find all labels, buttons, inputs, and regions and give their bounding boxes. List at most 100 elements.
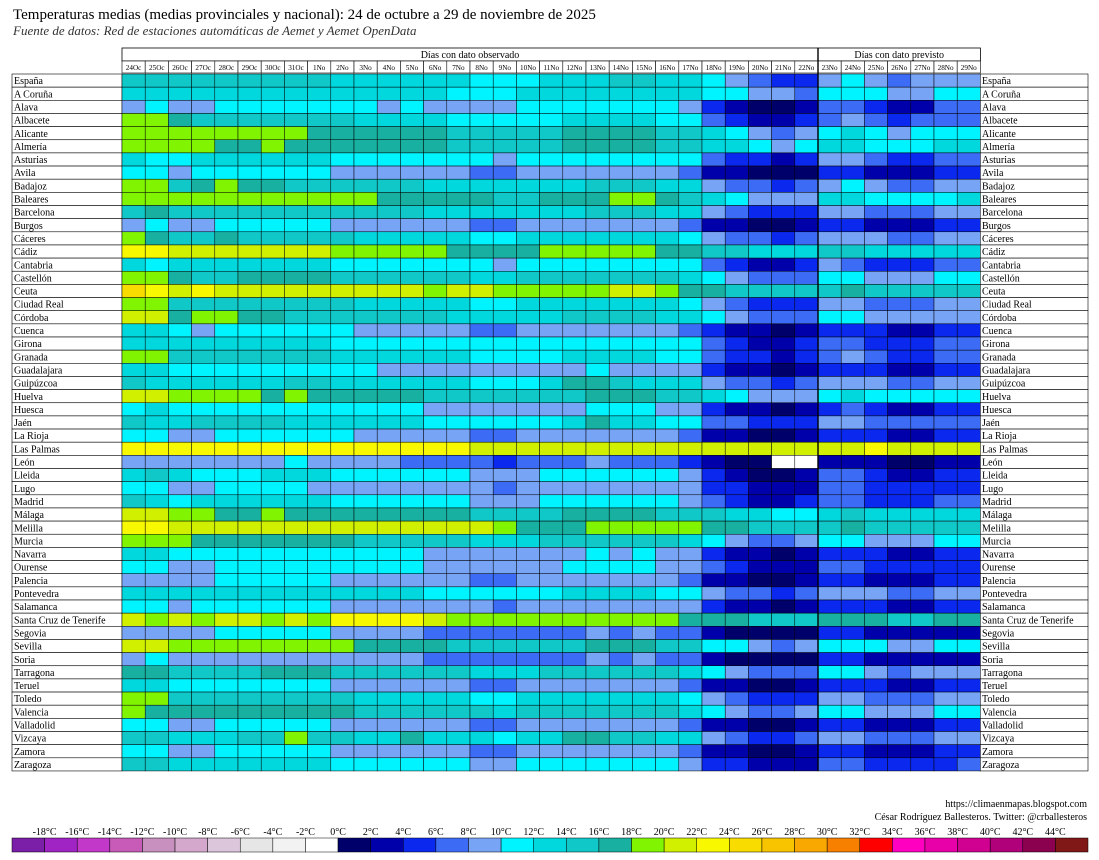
- heatmap-cell: [168, 192, 192, 206]
- heatmap-cell: [469, 231, 494, 246]
- heatmap-cell: [516, 757, 540, 772]
- heatmap-cell: [307, 586, 332, 601]
- heatmap-cell: [214, 560, 239, 574]
- heatmap-cell: [887, 402, 912, 417]
- heatmap-cell: [307, 336, 332, 351]
- heatmap-cell: [864, 757, 888, 772]
- heatmap-cell: [910, 376, 935, 390]
- heatmap-cell: [121, 284, 146, 298]
- heatmap-cell: [933, 612, 958, 627]
- heatmap-cell: [701, 402, 726, 417]
- legend-swatch: [435, 837, 469, 853]
- heatmap-cell: [330, 363, 355, 377]
- heatmap-cell: [168, 152, 192, 167]
- heatmap-cell: [284, 507, 308, 522]
- heatmap-cell: [678, 86, 703, 101]
- heatmap-cell: [516, 363, 540, 377]
- heatmap-cell: [724, 86, 749, 101]
- heatmap-cell: [307, 494, 332, 509]
- heatmap-cell: [933, 731, 958, 745]
- heatmap-cell: [260, 494, 285, 509]
- heatmap-cell: [446, 402, 471, 417]
- day-label: 18No: [706, 64, 722, 72]
- heatmap-cell: [956, 126, 981, 140]
- heatmap-cell: [910, 441, 935, 456]
- heatmap-cell: [400, 744, 424, 759]
- row-label-left: Las Palmas: [14, 444, 60, 455]
- heatmap-cell: [771, 257, 796, 272]
- heatmap-cell: [724, 415, 749, 430]
- row-label-left: Lugo: [14, 484, 35, 495]
- heatmap-cell: [144, 192, 169, 206]
- heatmap-cell: [701, 100, 726, 114]
- heatmap-cell: [492, 257, 517, 272]
- heatmap-cell: [423, 113, 448, 127]
- heatmap-cell: [284, 271, 308, 285]
- heatmap-cell: [771, 691, 796, 706]
- heatmap-cell: [562, 165, 587, 180]
- heatmap-cell: [724, 586, 749, 601]
- heatmap-cell: [562, 520, 587, 535]
- row-label-left: Baleares: [14, 195, 49, 206]
- heatmap-cell: [794, 547, 819, 561]
- heatmap-cell: [910, 599, 935, 614]
- heatmap-cell: [956, 704, 981, 719]
- heatmap-cell: [887, 218, 912, 233]
- heatmap-cell: [585, 310, 610, 325]
- heatmap-cell: [701, 428, 726, 443]
- heatmap-cell: [376, 192, 401, 206]
- legend-swatch: [989, 837, 1024, 853]
- heatmap-cell: [539, 520, 564, 535]
- heatmap-cell: [214, 415, 239, 430]
- heatmap-cell: [168, 652, 192, 666]
- row-label-left: Guadalajara: [14, 365, 63, 376]
- heatmap-cell: [655, 704, 680, 719]
- heatmap-cell: [492, 428, 517, 443]
- heatmap-cell: [237, 560, 262, 574]
- heatmap-cell: [353, 284, 378, 298]
- heatmap-cell: [585, 468, 610, 482]
- heatmap-cell: [771, 205, 796, 219]
- heatmap-cell: [423, 310, 448, 325]
- heatmap-cell: [585, 520, 610, 535]
- heatmap-cell: [910, 612, 935, 627]
- heatmap-cell: [655, 152, 680, 167]
- heatmap-cell: [284, 73, 308, 88]
- heatmap-cell: [168, 639, 192, 653]
- row-label-left: Valladolid: [14, 721, 55, 732]
- heatmap-cell: [585, 231, 610, 246]
- heatmap-cell: [144, 626, 169, 640]
- heatmap-cell: [910, 652, 935, 666]
- heatmap-cell: [469, 297, 494, 311]
- heatmap-cell: [191, 152, 216, 167]
- heatmap-cell: [678, 152, 703, 167]
- heatmap-cell: [376, 534, 401, 548]
- heatmap-cell: [284, 178, 308, 193]
- heatmap-cell: [423, 376, 448, 390]
- heatmap-cell: [353, 178, 378, 193]
- heatmap-cell: [794, 468, 819, 482]
- heatmap-cell: [237, 100, 262, 114]
- heatmap-cell: [910, 428, 935, 443]
- heatmap-cell: [260, 126, 285, 140]
- heatmap-cell: [121, 231, 146, 246]
- heatmap-cell: [771, 86, 796, 101]
- heatmap-cell: [446, 468, 471, 482]
- heatmap-cell: [260, 639, 285, 653]
- heatmap-cell: [191, 494, 216, 509]
- heatmap-cell: [237, 113, 262, 127]
- heatmap-cell: [469, 441, 494, 456]
- heatmap-cell: [469, 494, 494, 509]
- heatmap-cell: [771, 415, 796, 430]
- heatmap-cell: [678, 652, 703, 666]
- row-label-left: Lleida: [14, 471, 40, 482]
- row-label-left: Granada: [14, 352, 48, 363]
- heatmap-cell: [701, 599, 726, 614]
- row-label-left: Ciudad Real: [14, 300, 64, 311]
- heatmap-cell: [516, 126, 540, 140]
- heatmap-cell: [469, 626, 494, 640]
- heatmap-cell: [748, 349, 772, 364]
- row-label-right: León: [982, 458, 1003, 469]
- heatmap-cell: [724, 165, 749, 180]
- heatmap-cell: [910, 271, 935, 285]
